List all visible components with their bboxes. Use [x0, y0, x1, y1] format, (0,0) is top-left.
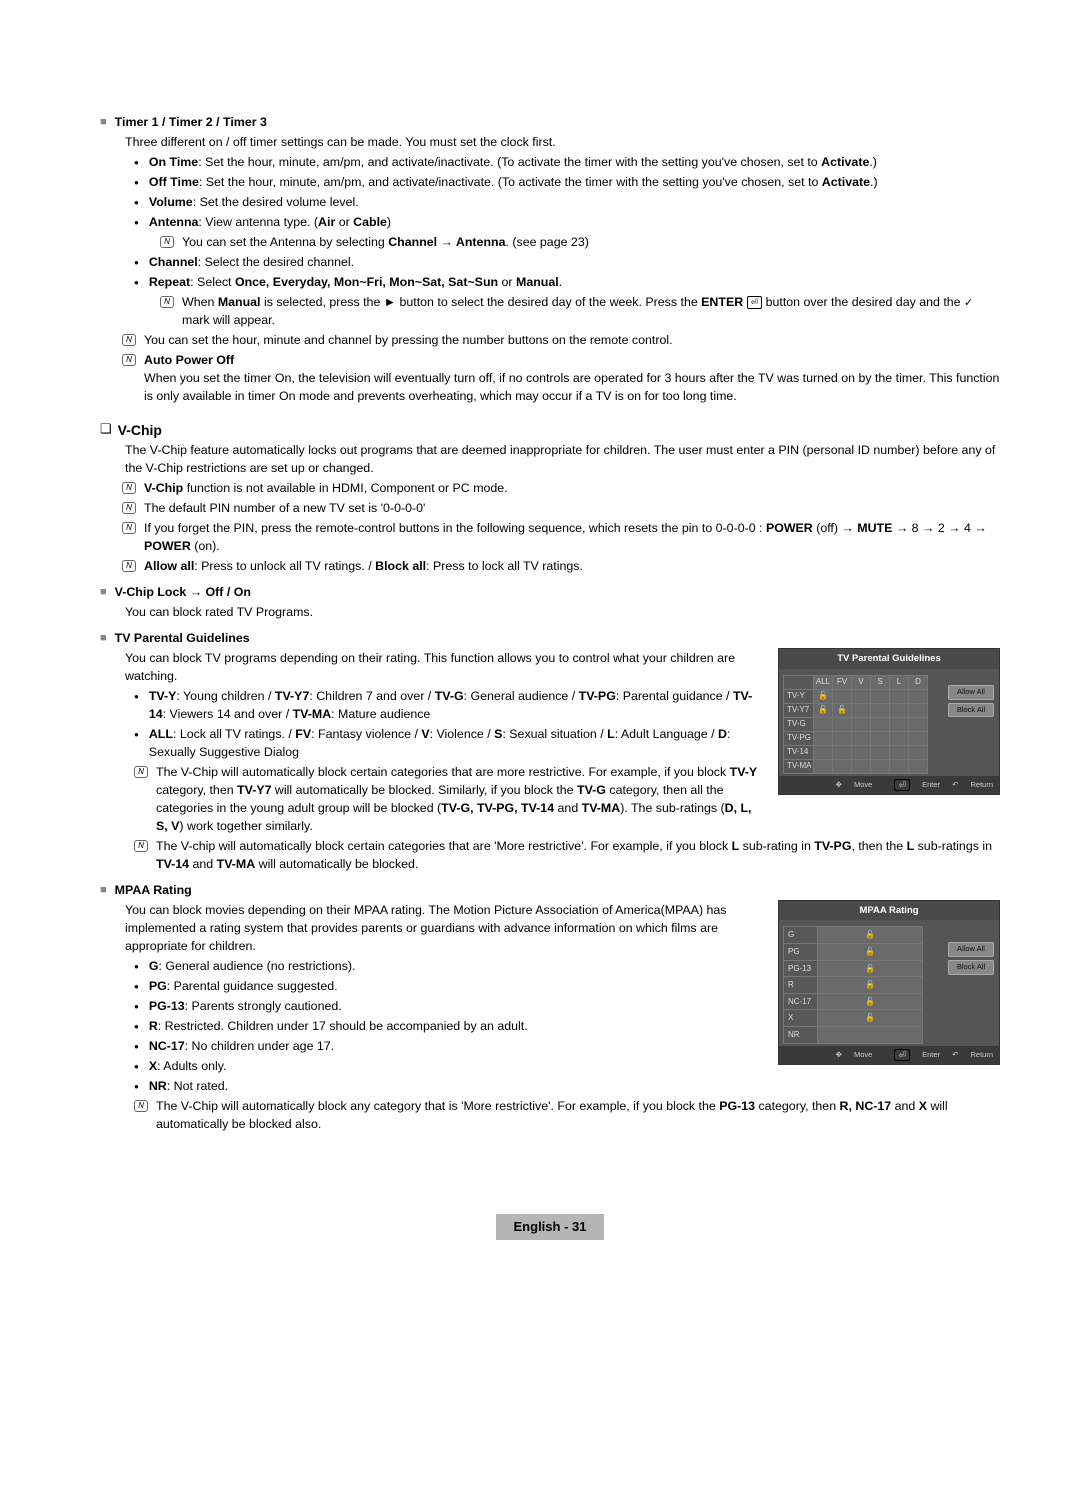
timer-bullets: ●On Time: Set the hour, minute, am/pm, a… — [134, 154, 1000, 232]
repeat: Repeat: Select Once, Everyday, Mon~Fri, … — [149, 274, 1000, 292]
allow-all-button[interactable]: Allow All — [948, 942, 994, 957]
block-all-button[interactable]: Block All — [948, 703, 994, 718]
auto-off-body: When you set the timer On, the televisio… — [144, 370, 1000, 406]
vchip-n2: The default PIN number of a new TV set i… — [144, 500, 425, 518]
vchip-lock-body: You can block rated TV Programs. — [125, 604, 1000, 622]
square-bullet: ■ — [100, 114, 107, 132]
tv-guidelines-head: TV Parental Guidelines — [115, 630, 250, 648]
timer-intro: Three different on / off timer settings … — [125, 134, 1000, 152]
timer-heading: Timer 1 / Timer 2 / Timer 3 — [115, 114, 267, 132]
m-nr: NR: Not rated. — [149, 1078, 764, 1096]
vchip-intro: The V-Chip feature automatically locks o… — [125, 442, 1000, 478]
antenna: Antenna: View antenna type. (Air or Cabl… — [149, 214, 1000, 232]
tv-guidelines-panel: TV Parental Guidelines ALLFVVSLD TV-Y🔓 T… — [778, 648, 1000, 796]
mpaa-note: The V-Chip will automatically block any … — [156, 1098, 1000, 1134]
volume: Volume: Set the desired volume level. — [149, 194, 1000, 212]
auto-power-off: NAuto Power Off — [122, 352, 1000, 370]
tv-n1: The V-Chip will automatically block cert… — [156, 764, 764, 836]
timer-section: ■ Timer 1 / Timer 2 / Timer 3 — [100, 114, 1000, 132]
tv-guidelines-intro: You can block TV programs depending on t… — [125, 650, 764, 686]
m-x: X: Adults only. — [149, 1058, 764, 1076]
set-hour-note: NYou can set the hour, minute and channe… — [122, 332, 1000, 350]
enter-icon: ⏎ — [747, 296, 763, 309]
panel-footer: ✥ Move ⏎ Enter ↶ Return — [779, 776, 999, 795]
tv-b1: TV-Y: Young children / TV-Y7: Children 7… — [149, 688, 764, 724]
mpaa-panel: MPAA Rating G🔓 PG🔓 PG-13🔓 R🔓 NC-17🔓 X🔓 N… — [778, 900, 1000, 1066]
vchip-lock-head: V-Chip Lock → Off / On — [115, 584, 251, 602]
m-pg13: PG-13: Parents strongly cautioned. — [149, 998, 764, 1016]
m-pg: PG: Parental guidance suggested. — [149, 978, 764, 996]
page-footer: English - 31 — [100, 1214, 1000, 1241]
m-g: G: General audience (no restrictions). — [149, 958, 764, 976]
vchip-n4: Allow all: Press to unlock all TV rating… — [144, 558, 583, 576]
mpaa-grid: G🔓 PG🔓 PG-13🔓 R🔓 NC-17🔓 X🔓 NR — [783, 926, 923, 1043]
off-time: Off Time: Set the hour, minute, am/pm, a… — [149, 174, 1000, 192]
channel: Channel: Select the desired channel. — [149, 254, 1000, 272]
tv-n2: The V-chip will automatically block cert… — [156, 838, 1000, 874]
mpaa-intro: You can block movies depending on their … — [125, 902, 764, 956]
tv-grid: ALLFVVSLD TV-Y🔓 TV-Y7🔓🔓 TV-G TV-PG TV-14… — [783, 675, 928, 774]
allow-all-button[interactable]: Allow All — [948, 685, 994, 700]
antenna-note: NYou can set the Antenna by selecting Ch… — [160, 234, 1000, 252]
block-all-button[interactable]: Block All — [948, 960, 994, 975]
on-time: On Time: Set the hour, minute, am/pm, an… — [149, 154, 1000, 172]
vchip-n1: V-Chip function is not available in HDMI… — [144, 480, 508, 498]
m-r: R: Restricted. Children under 17 should … — [149, 1018, 764, 1036]
tv-b2: ALL: Lock all TV ratings. / FV: Fantasy … — [149, 726, 764, 762]
repeat-note: NWhen Manual is selected, press the ► bu… — [160, 294, 1000, 330]
mpaa-head: MPAA Rating — [115, 882, 192, 900]
panel-footer: ✥ Move ⏎ Enter ↶ Return — [779, 1046, 999, 1065]
m-nc17: NC-17: No children under age 17. — [149, 1038, 764, 1056]
vchip-n3: If you forget the PIN, press the remote-… — [144, 520, 1000, 556]
vchip-header: ❏V-Chip — [100, 420, 1000, 440]
